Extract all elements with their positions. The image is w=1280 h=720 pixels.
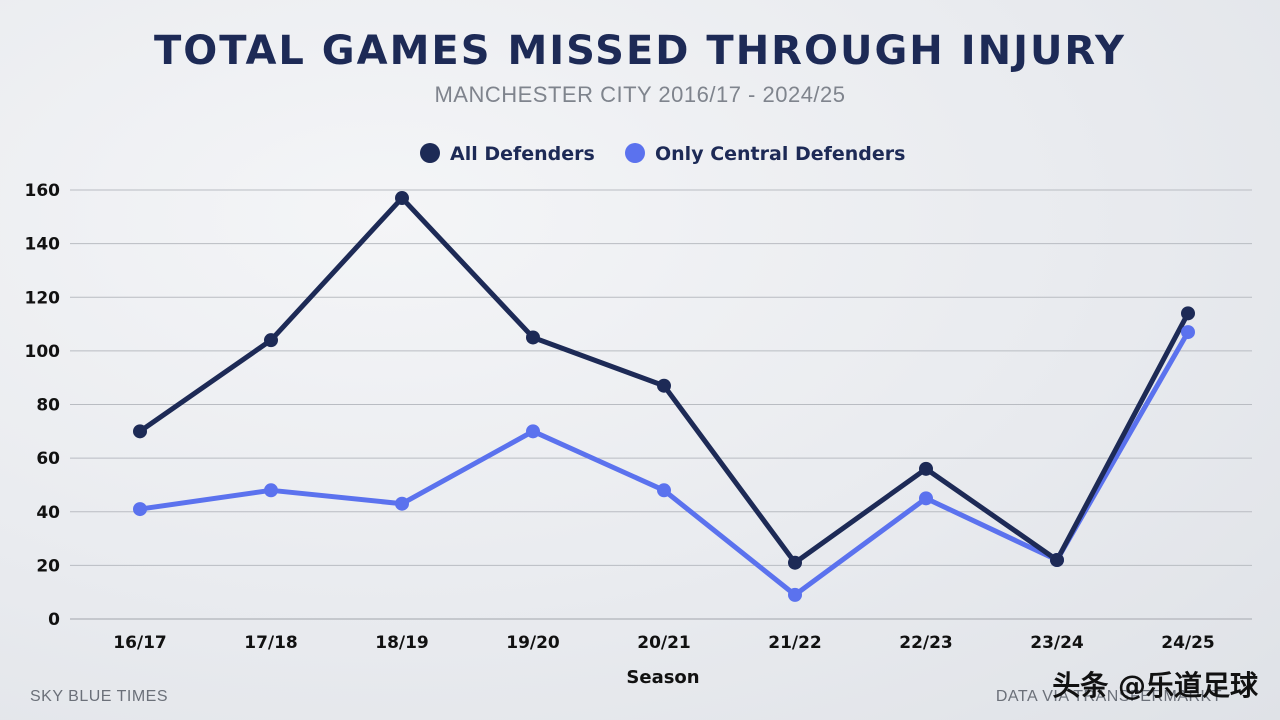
data-point-central-defenders — [526, 424, 540, 439]
x-tick-label: 20/21 — [637, 633, 691, 653]
y-tick-label: 60 — [36, 449, 60, 469]
source-brand: SKY BLUE TIMES — [30, 688, 169, 705]
data-point-all-defenders — [526, 330, 540, 345]
watermark: 头条 @乐道足球 — [1052, 669, 1258, 702]
data-point-all-defenders — [657, 378, 671, 393]
x-tick-label: 16/17 — [113, 633, 167, 653]
legend: All Defenders Only Central Defenders — [420, 143, 905, 165]
data-point-central-defenders — [133, 502, 147, 517]
series-line-central-defenders — [137, 329, 1191, 598]
x-tick-label: 18/19 — [375, 633, 429, 653]
data-point-all-defenders — [133, 424, 147, 439]
x-tick-label: 17/18 — [244, 633, 298, 653]
data-point-all-defenders — [788, 555, 802, 570]
data-point-all-defenders — [264, 333, 278, 348]
legend-marker — [420, 143, 440, 163]
x-tick-label: 23/24 — [1030, 633, 1084, 653]
data-point-central-defenders — [657, 483, 671, 498]
y-tick-label: 100 — [25, 342, 61, 362]
legend-label: All Defenders — [450, 143, 595, 165]
gridlines — [70, 189, 1252, 620]
x-axis-ticks: 16/17 17/18 18/19 19/20 20/21 21/22 22/23 23/24… — [113, 633, 1215, 653]
legend-marker — [625, 143, 645, 163]
x-tick-label: 21/22 — [768, 633, 822, 653]
chart-subtitle: MANCHESTER CITY 2016/17 - 2024/25 — [434, 82, 846, 107]
data-point-central-defenders — [264, 483, 278, 498]
x-axis-title: Season — [626, 667, 699, 688]
y-tick-label: 40 — [36, 503, 60, 523]
y-tick-label: 160 — [25, 181, 61, 201]
data-point-all-defenders — [1050, 553, 1064, 568]
x-tick-label: 22/23 — [899, 633, 953, 653]
x-tick-label: 24/25 — [1161, 633, 1215, 653]
data-point-central-defenders — [788, 587, 802, 602]
legend-label: Only Central Defenders — [655, 143, 905, 165]
y-tick-label: 20 — [36, 556, 60, 576]
y-tick-label: 140 — [25, 235, 61, 255]
data-point-all-defenders — [395, 191, 409, 206]
series-lines — [137, 195, 1191, 598]
data-point-central-defenders — [919, 491, 933, 506]
data-credit: DATA VIA TRANSFERMARKT — [995, 688, 1222, 705]
y-tick-label: 0 — [48, 610, 60, 630]
data-point-all-defenders — [919, 461, 933, 476]
x-tick-label: 19/20 — [506, 633, 560, 653]
y-tick-label: 80 — [36, 396, 60, 416]
series-points — [133, 191, 1195, 602]
data-point-central-defenders — [1181, 325, 1195, 340]
y-tick-label: 120 — [25, 288, 61, 308]
chart-title: TOTAL GAMES MISSED THROUGH INJURY — [153, 28, 1127, 74]
data-point-central-defenders — [395, 496, 409, 511]
y-axis-ticks: 0 20 40 60 80 100 120 140 160 — [25, 181, 61, 630]
data-point-all-defenders — [1181, 306, 1195, 321]
